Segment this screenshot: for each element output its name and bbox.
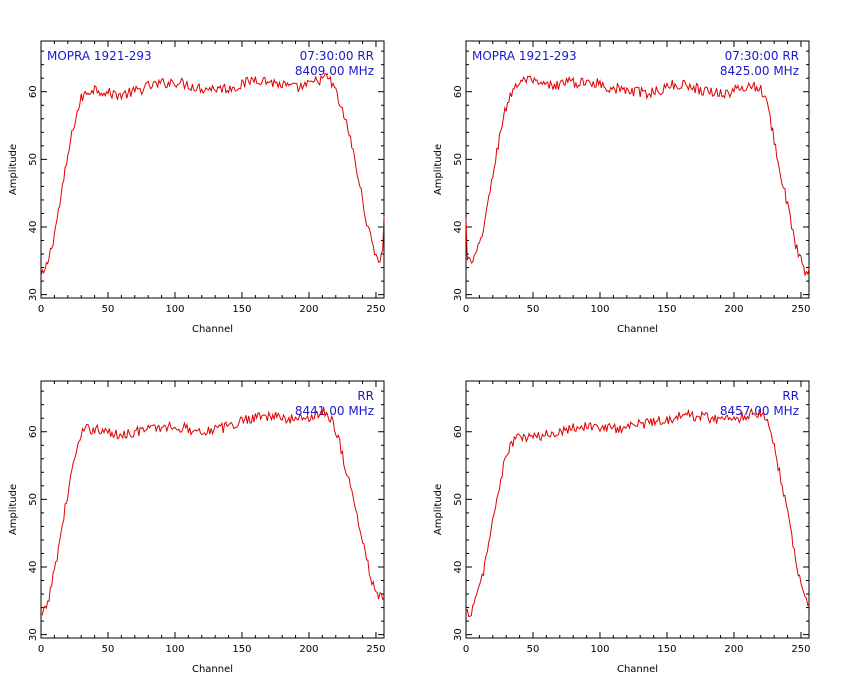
x-tick-label: 150 [657,644,676,655]
y-tick-label: 40 [453,561,464,574]
x-tick-label: 0 [38,644,44,655]
plot-frame [40,40,385,299]
x-tick-label: 250 [366,304,385,315]
x-tick-label: 150 [232,304,251,315]
plot-frame [465,40,810,299]
x-axis-label: Channel [617,664,658,675]
y-tick-label: 30 [28,628,39,641]
panel-3: 0 50 100 150 200 250 30 40 50 60 Channel Amplitude R… [8,380,386,675]
source-name-label: MOPRA 1921-293 [472,49,577,63]
x-tick-label: 250 [366,644,385,655]
x-tick-label: 100 [165,304,184,315]
x-axis-label: Channel [192,324,233,335]
time-polarization-label: RR [782,389,799,403]
panel-2: 0 50 100 150 200 250 30 40 50 60 Channel Amplitude M… [433,40,811,335]
x-tick-label: 0 [38,304,44,315]
x-tick-label: 50 [527,644,540,655]
y-tick-label: 50 [453,153,464,166]
source-name-label: MOPRA 1921-293 [47,49,152,63]
plot-frame [40,380,385,639]
x-tick-label: 200 [299,304,318,315]
y-tick-label: 40 [28,221,39,234]
x-tick-label: 200 [724,644,743,655]
x-tick-label: 200 [299,644,318,655]
spectrum-trace [40,73,385,277]
plot-frame [465,380,810,639]
x-tick-label: 0 [463,644,469,655]
y-tick-label: 30 [28,288,39,301]
spectrum-trace [465,407,810,618]
frequency-label: 8409.00 MHz [295,64,374,78]
x-tick-label: 100 [590,644,609,655]
y-tick-label: 50 [453,493,464,506]
time-polarization-label: RR [357,389,374,403]
frequency-label: 8441.00 MHz [295,404,374,418]
x-tick-label: 50 [527,304,540,315]
y-tick-label: 60 [28,425,39,438]
y-tick-label: 40 [453,221,464,234]
y-axis-label: Amplitude [8,144,19,195]
x-tick-label: 150 [657,304,676,315]
x-tick-label: 200 [724,304,743,315]
x-axis-label: Channel [192,664,233,675]
y-tick-label: 60 [453,85,464,98]
y-tick-label: 40 [28,561,39,574]
panel-1: 0 50 100 150 200 250 30 40 50 60 Channel Amplitude M… [8,40,386,335]
time-polarization-label: 07:30:00 RR [300,49,374,63]
x-tick-label: 150 [232,644,251,655]
x-axis-label: Channel [617,324,658,335]
spectrum-trace [465,75,810,277]
x-tick-label: 0 [463,304,469,315]
y-tick-label: 60 [28,85,39,98]
x-tick-label: 100 [590,304,609,315]
spectrum-trace [41,407,385,616]
y-tick-label: 50 [28,153,39,166]
frequency-label: 8425.00 MHz [720,64,799,78]
y-tick-label: 50 [28,493,39,506]
y-tick-label: 30 [453,628,464,641]
x-tick-label: 250 [791,304,810,315]
x-tick-label: 50 [102,644,115,655]
x-tick-label: 100 [165,644,184,655]
time-polarization-label: 07:30:00 RR [725,49,799,63]
y-axis-label: Amplitude [8,484,19,535]
y-axis-label: Amplitude [433,144,444,195]
y-tick-label: 60 [453,425,464,438]
y-axis-label: Amplitude [433,484,444,535]
x-tick-label: 50 [102,304,115,315]
x-tick-label: 250 [791,644,810,655]
y-tick-label: 30 [453,288,464,301]
panel-4: 0 50 100 150 200 250 30 40 50 60 Channel Amplitude R… [433,380,811,675]
